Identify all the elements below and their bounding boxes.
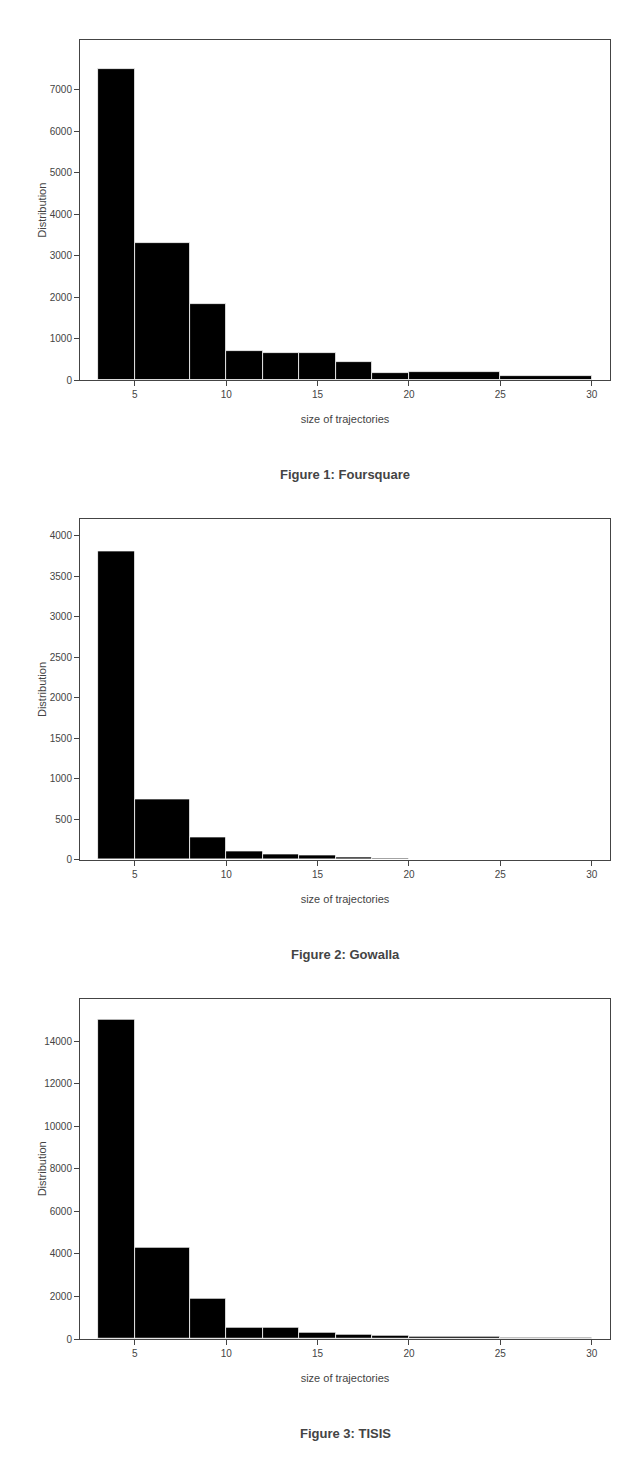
- svg-text:4000: 4000: [50, 1248, 73, 1259]
- svg-text:10000: 10000: [44, 1121, 72, 1132]
- svg-text:0: 0: [66, 854, 72, 865]
- svg-text:4000: 4000: [50, 209, 73, 220]
- svg-text:15: 15: [312, 869, 324, 880]
- svg-text:Figure 3: TISIS: Figure 3: TISIS: [300, 1426, 391, 1441]
- svg-text:4000: 4000: [50, 530, 73, 541]
- svg-text:14000: 14000: [44, 1036, 72, 1047]
- svg-text:1000: 1000: [50, 333, 73, 344]
- svg-text:size of trajectories: size of trajectories: [301, 1372, 390, 1384]
- svg-text:30: 30: [586, 1348, 598, 1359]
- svg-text:5: 5: [132, 1348, 138, 1359]
- svg-text:3000: 3000: [50, 611, 73, 622]
- svg-text:Distribution: Distribution: [36, 183, 48, 238]
- svg-text:size of trajectories: size of trajectories: [301, 413, 390, 425]
- svg-text:15: 15: [312, 1348, 324, 1359]
- svg-text:size of trajectories: size of trajectories: [301, 893, 390, 905]
- svg-text:3000: 3000: [50, 250, 73, 261]
- svg-text:Figure 2: Gowalla: Figure 2: Gowalla: [291, 947, 400, 962]
- svg-text:25: 25: [495, 1348, 507, 1359]
- svg-text:0: 0: [66, 1334, 72, 1345]
- svg-text:8000: 8000: [50, 1163, 73, 1174]
- svg-text:10: 10: [221, 389, 233, 400]
- svg-text:500: 500: [55, 814, 72, 825]
- svg-text:1500: 1500: [50, 733, 73, 744]
- svg-text:2000: 2000: [50, 692, 73, 703]
- svg-text:6000: 6000: [50, 126, 73, 137]
- svg-text:30: 30: [586, 389, 598, 400]
- svg-text:6000: 6000: [50, 1206, 73, 1217]
- svg-text:3500: 3500: [50, 571, 73, 582]
- svg-text:10: 10: [221, 1348, 233, 1359]
- svg-text:25: 25: [495, 869, 507, 880]
- svg-text:5: 5: [132, 389, 138, 400]
- svg-text:2500: 2500: [50, 652, 73, 663]
- svg-text:2000: 2000: [50, 292, 73, 303]
- svg-text:2000: 2000: [50, 1291, 73, 1302]
- svg-text:30: 30: [586, 869, 598, 880]
- svg-text:20: 20: [403, 1348, 415, 1359]
- svg-text:15: 15: [312, 389, 324, 400]
- svg-text:5: 5: [132, 869, 138, 880]
- svg-text:20: 20: [403, 869, 415, 880]
- svg-text:10: 10: [221, 869, 233, 880]
- svg-text:12000: 12000: [44, 1078, 72, 1089]
- svg-text:20: 20: [403, 389, 415, 400]
- svg-text:25: 25: [495, 389, 507, 400]
- svg-text:5000: 5000: [50, 167, 73, 178]
- svg-text:Distribution: Distribution: [36, 1141, 48, 1196]
- svg-text:Figure 1: Foursquare: Figure 1: Foursquare: [280, 467, 410, 482]
- svg-text:0: 0: [66, 375, 72, 386]
- svg-text:1000: 1000: [50, 773, 73, 784]
- svg-text:Distribution: Distribution: [36, 662, 48, 717]
- svg-text:7000: 7000: [50, 84, 73, 95]
